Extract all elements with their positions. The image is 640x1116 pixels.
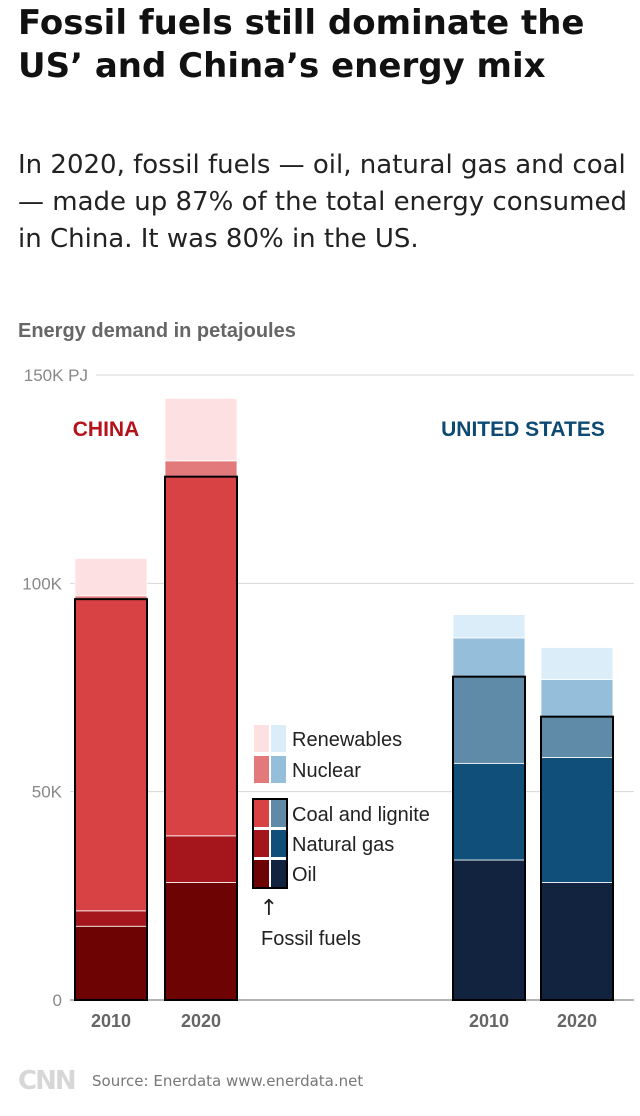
legend-swatch-china: [254, 725, 269, 752]
bar-segment: [540, 716, 614, 758]
group-label: UNITED STATES: [441, 418, 605, 441]
bar-segment: [164, 397, 238, 462]
y-tick-label: 50K: [32, 783, 63, 802]
fossil-fuel-outline: [540, 715, 614, 1002]
legend-label: Renewables: [292, 729, 402, 751]
bar-segment: [452, 676, 526, 764]
bar-segment: [540, 757, 614, 883]
x-tick-label: 2010: [91, 1011, 131, 1031]
bar-segment: [540, 882, 614, 1001]
fossil-fuel-outline: [74, 598, 148, 1002]
bar-segment: [164, 476, 238, 837]
y-axis-title: Energy demand in petajoules: [18, 320, 296, 342]
bar-segment: [164, 835, 238, 883]
chart-title: Fossil fuels still dominate the US’ and …: [18, 3, 585, 86]
bar-segment: [540, 647, 614, 680]
legend-label: Oil: [292, 864, 316, 886]
legend-label: Coal and lignite: [292, 804, 430, 826]
y-tick-label: 0: [53, 991, 62, 1010]
legend-swatch-china: [254, 800, 269, 827]
legend-swatch-china: [254, 756, 269, 783]
bar-segment: [164, 460, 238, 478]
legend-swatch-china: [254, 860, 269, 887]
y-tick-label: 100K: [22, 574, 62, 593]
bar-segment: [452, 762, 526, 861]
bar-segment: [452, 859, 526, 1001]
legend-swatch-china: [254, 830, 269, 857]
source-note: Source: Enerdata www.enerdata.net: [92, 1072, 364, 1090]
y-tick-label: 150K PJ: [24, 366, 88, 385]
legend-fossil-label: Fossil fuels: [261, 928, 361, 950]
fossil-fuel-outline: [452, 675, 526, 1002]
x-tick-label: 2010: [469, 1011, 509, 1031]
bar-segment: [74, 557, 148, 597]
bar-segment: [74, 598, 148, 912]
legend-fossil-box: [252, 798, 288, 889]
legend-label: Natural gas: [292, 834, 394, 856]
cnn-logo: CNN: [18, 1066, 77, 1096]
bar-segment: [164, 882, 238, 1001]
bar-segment: [452, 637, 526, 678]
bar-segment: [74, 925, 148, 1001]
legend-label: Nuclear: [292, 760, 361, 782]
bar-segment: [74, 910, 148, 927]
bar-segment: [540, 679, 614, 718]
stacked-bar-chart: Energy demand in petajoules 0 50K 100K 150K…: [18, 320, 634, 1031]
x-tick-label: 2020: [557, 1011, 597, 1031]
group-label: CHINA: [73, 418, 140, 441]
legend-swatch-us: [271, 860, 286, 887]
legend-swatch-us: [271, 756, 286, 783]
legend-swatch-us: [271, 800, 286, 827]
fossil-fuel-outline: [164, 475, 238, 1001]
bar-segment: [452, 614, 526, 639]
legend-swatch-us: [271, 725, 286, 752]
x-tick-label: 2020: [181, 1011, 221, 1031]
legend-arrow: ↑: [260, 896, 278, 921]
chart-subtitle: In 2020, fossil fuels — oil, natural gas…: [18, 150, 627, 254]
legend-swatch-us: [271, 830, 286, 857]
